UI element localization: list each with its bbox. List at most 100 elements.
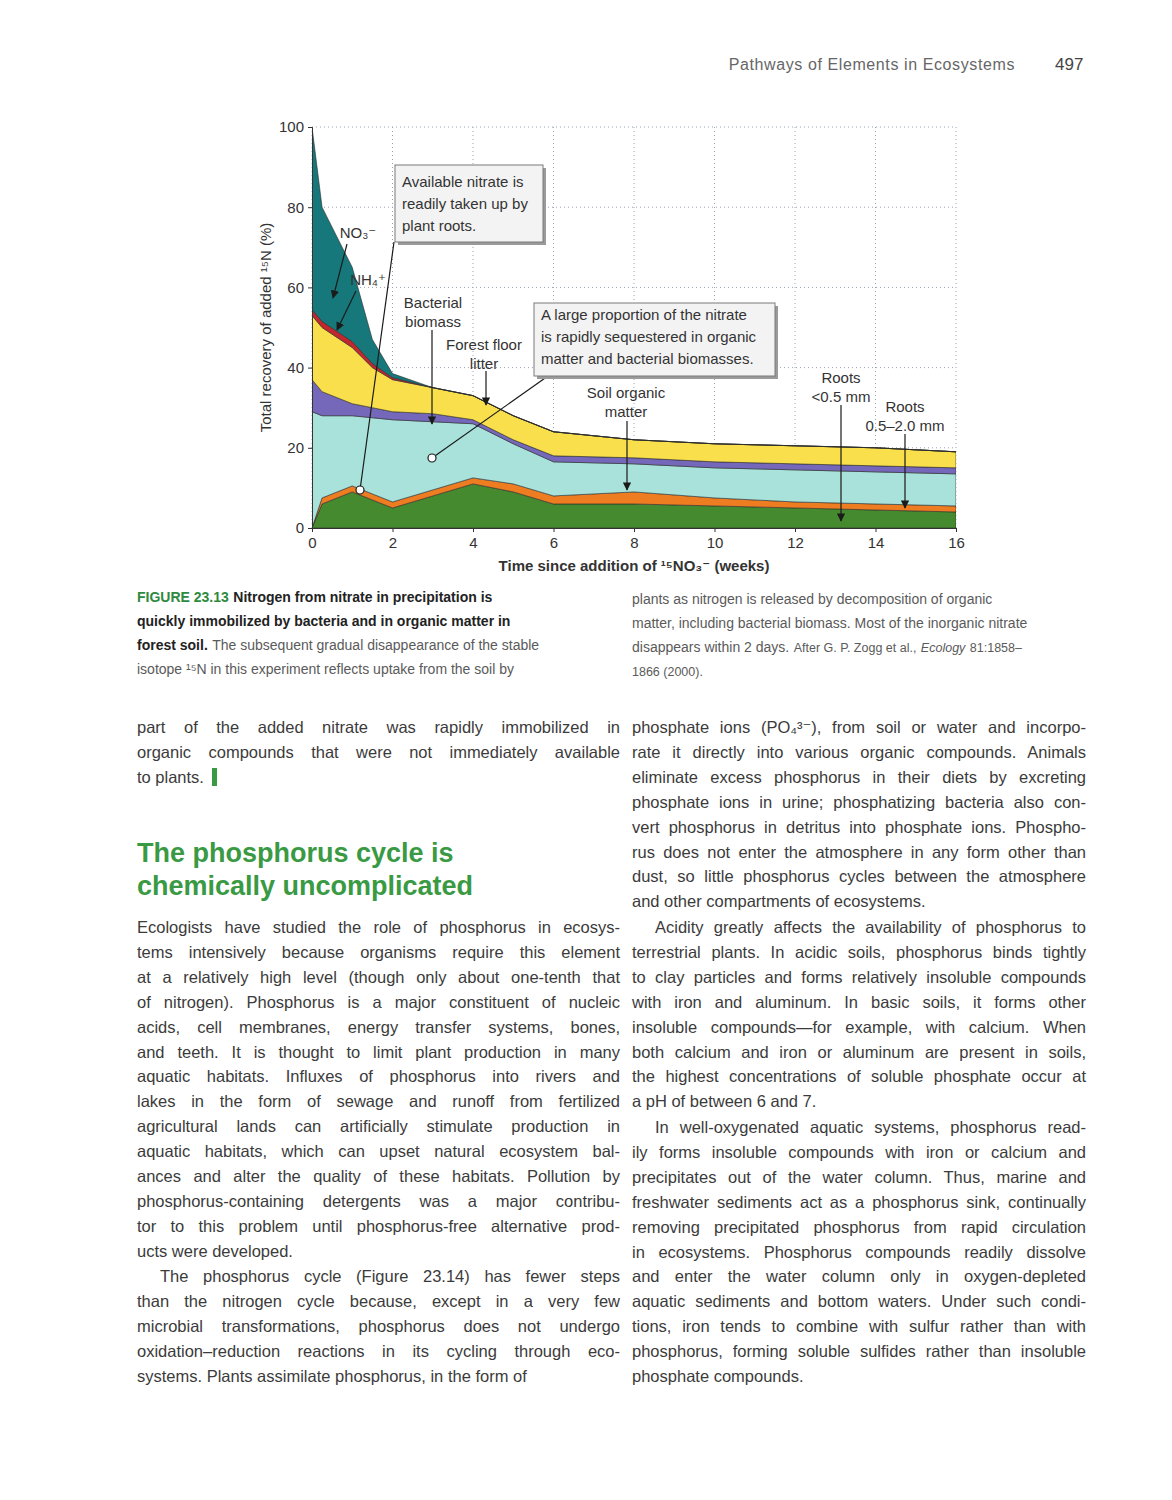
y-axis-line [312, 128, 313, 529]
text-line: The phosphorus cycle (Figure 23.14) has … [160, 1265, 620, 1287]
x-tick: 2 [389, 528, 397, 551]
caption-run: isotope ¹⁵N in this experiment reflects … [137, 661, 514, 677]
caption-run: forest soil. [137, 637, 208, 653]
text-line: aquatic sediments and bottom waters. Und… [632, 1290, 1086, 1312]
text-line: freshwater sediments act as a phosphorus… [632, 1191, 1086, 1213]
x-tick-label: 8 [630, 534, 638, 551]
series-label-line: Roots [885, 398, 924, 415]
x-tick-label: 6 [550, 534, 558, 551]
x-tick-mark [473, 528, 474, 532]
text-line: agricultural lands can artificially stim… [137, 1115, 620, 1137]
y-tick-label: 20 [287, 439, 304, 456]
caption-run: quickly immobilized by bacteria and in o… [137, 613, 510, 629]
text-line: phosphorus, forming soluble sulfides rat… [632, 1340, 1086, 1362]
caption-run: FIGURE 23.13 [137, 589, 229, 605]
text-line: lakes in the form of sewage and runoff f… [137, 1090, 620, 1112]
series-label: Soil organicmatter [587, 384, 666, 420]
x-tick-mark [312, 528, 313, 532]
y-tick-mark [308, 127, 312, 128]
text-line: to clay particles and forms relatively i… [632, 966, 1086, 988]
series-label: Roots0.5–2.0 mm [865, 398, 944, 434]
x-tick: 12 [787, 528, 804, 551]
label-arrow [333, 244, 347, 298]
series-label-line: Roots [821, 369, 860, 386]
x-axis: 0246810121416 [308, 528, 965, 551]
x-tick-mark [876, 528, 877, 532]
x-tick-mark [634, 528, 635, 532]
x-tick-label: 12 [787, 534, 804, 551]
text-line: with iron and aluminum. In basic soils, … [632, 991, 1086, 1013]
series-label-line: matter [605, 403, 648, 420]
page: Pathways of Elements in Ecosystems497020… [0, 0, 1172, 1500]
text-line: organic compounds that were not immediat… [137, 741, 620, 763]
text-line: a pH of between 6 and 7. [632, 1090, 816, 1112]
text-line: acids, cell membranes, energy transfer s… [137, 1016, 620, 1038]
text-line: tems intensively because organisms requi… [137, 941, 620, 963]
area-layer [312, 315, 956, 467]
y-tick-label: 60 [287, 279, 304, 296]
x-tick: 6 [550, 528, 558, 551]
text-line: rate it directly into various organic co… [632, 741, 1086, 763]
caption-line: FIGURE 23.13 Nitrogen from nitrate in pr… [137, 586, 492, 608]
callout-box [534, 303, 775, 376]
x-tick-mark [715, 528, 716, 532]
x-axis-title: Time since addition of ¹⁵NO₃⁻ (weeks) [499, 557, 770, 574]
grid-line-x [312, 127, 313, 528]
y-tick-mark [308, 448, 312, 449]
text-line: tions, iron tends to combine with sulfur… [632, 1315, 1086, 1337]
x-tick-label: 4 [469, 534, 477, 551]
text-line: ucts were developed. [137, 1240, 293, 1262]
caption-run: plants as nitrogen is released by decomp… [632, 591, 992, 607]
text-line: and enter the water column only in oxyge… [632, 1265, 1086, 1287]
y-tick-mark [308, 287, 312, 288]
label-arrow [840, 405, 841, 521]
section-heading: chemically uncomplicated [137, 869, 473, 903]
text-line: In well-oxygenated aquatic systems, phos… [655, 1116, 1086, 1138]
text-line: microbial transformations, phosphorus do… [137, 1315, 620, 1337]
label-arrow [626, 421, 627, 490]
text-line: eliminate excess phosphorus in their die… [632, 766, 1086, 788]
callout-text-line: Available nitrate is [402, 173, 523, 190]
annotations: Roots<0.5 mmRoots0.5–2.0 mm Soil organicm… [333, 165, 945, 521]
text-line: the highest concentrations of soluble ph… [632, 1065, 1086, 1087]
text-line: part of the added nitrate was rapidly im… [137, 716, 620, 738]
text-line: Ecologists have studied the role of phos… [137, 916, 620, 938]
callout-connector [360, 242, 394, 490]
callout-text-line: is rapidly sequestered in organic [541, 328, 757, 345]
chart: 0204060801000246810121416Time since addi… [0, 0, 1172, 590]
series-label: NH₄⁺ [350, 271, 386, 288]
caption-line: quickly immobilized by bacteria and in o… [137, 610, 510, 632]
x-tick-label: 14 [868, 534, 885, 551]
caption-line: forest soil. The subsequent gradual disa… [137, 634, 539, 656]
caption-run: matter, including bacterial biomass. Mos… [632, 615, 1027, 631]
y-tick-label: 100 [279, 118, 304, 135]
caption-line: 1866 (2000). [632, 660, 703, 683]
y-tick: 100 [279, 118, 312, 135]
text-line: phosphate compounds. [632, 1365, 804, 1387]
series-label: Bacterialbiomass [404, 294, 462, 330]
y-tick-mark [308, 207, 312, 208]
page-number: 497 [1055, 55, 1083, 75]
callout-text: Available nitrate isreadily taken up byp… [402, 173, 528, 234]
x-tick-mark [795, 528, 796, 532]
text-line: of nitrogen). Phosphorus is a major cons… [137, 991, 620, 1013]
label-arrow [485, 371, 486, 405]
callout-text-line: readily taken up by [402, 195, 528, 212]
series-label-line: Bacterial [404, 294, 462, 311]
text-line: ances and alter the quality of these hab… [137, 1165, 620, 1187]
text-line: to plants. [137, 766, 204, 788]
area-layer [312, 127, 956, 452]
text-line: phosphate ions (PO₄³⁻), from soil or wat… [632, 716, 1086, 738]
areas [312, 127, 956, 528]
text-line: ily forms insoluble compounds with iron … [632, 1141, 1086, 1163]
text-line: tor to this problem until phosphorus-fre… [137, 1215, 620, 1237]
caption-run: disappears within 2 days. [632, 639, 789, 655]
end-mark [212, 768, 217, 786]
series-label-line: NH₄⁺ [350, 271, 386, 288]
x-tick-label: 10 [707, 534, 724, 551]
series-label: Roots<0.5 mm [812, 369, 871, 405]
text-line: than the nitrogen cycle because, except … [137, 1290, 620, 1312]
x-tick: 0 [308, 528, 316, 551]
text-line: aquatic habitats. Influxes of phosphorus… [137, 1065, 620, 1087]
y-tick: 60 [287, 279, 312, 296]
